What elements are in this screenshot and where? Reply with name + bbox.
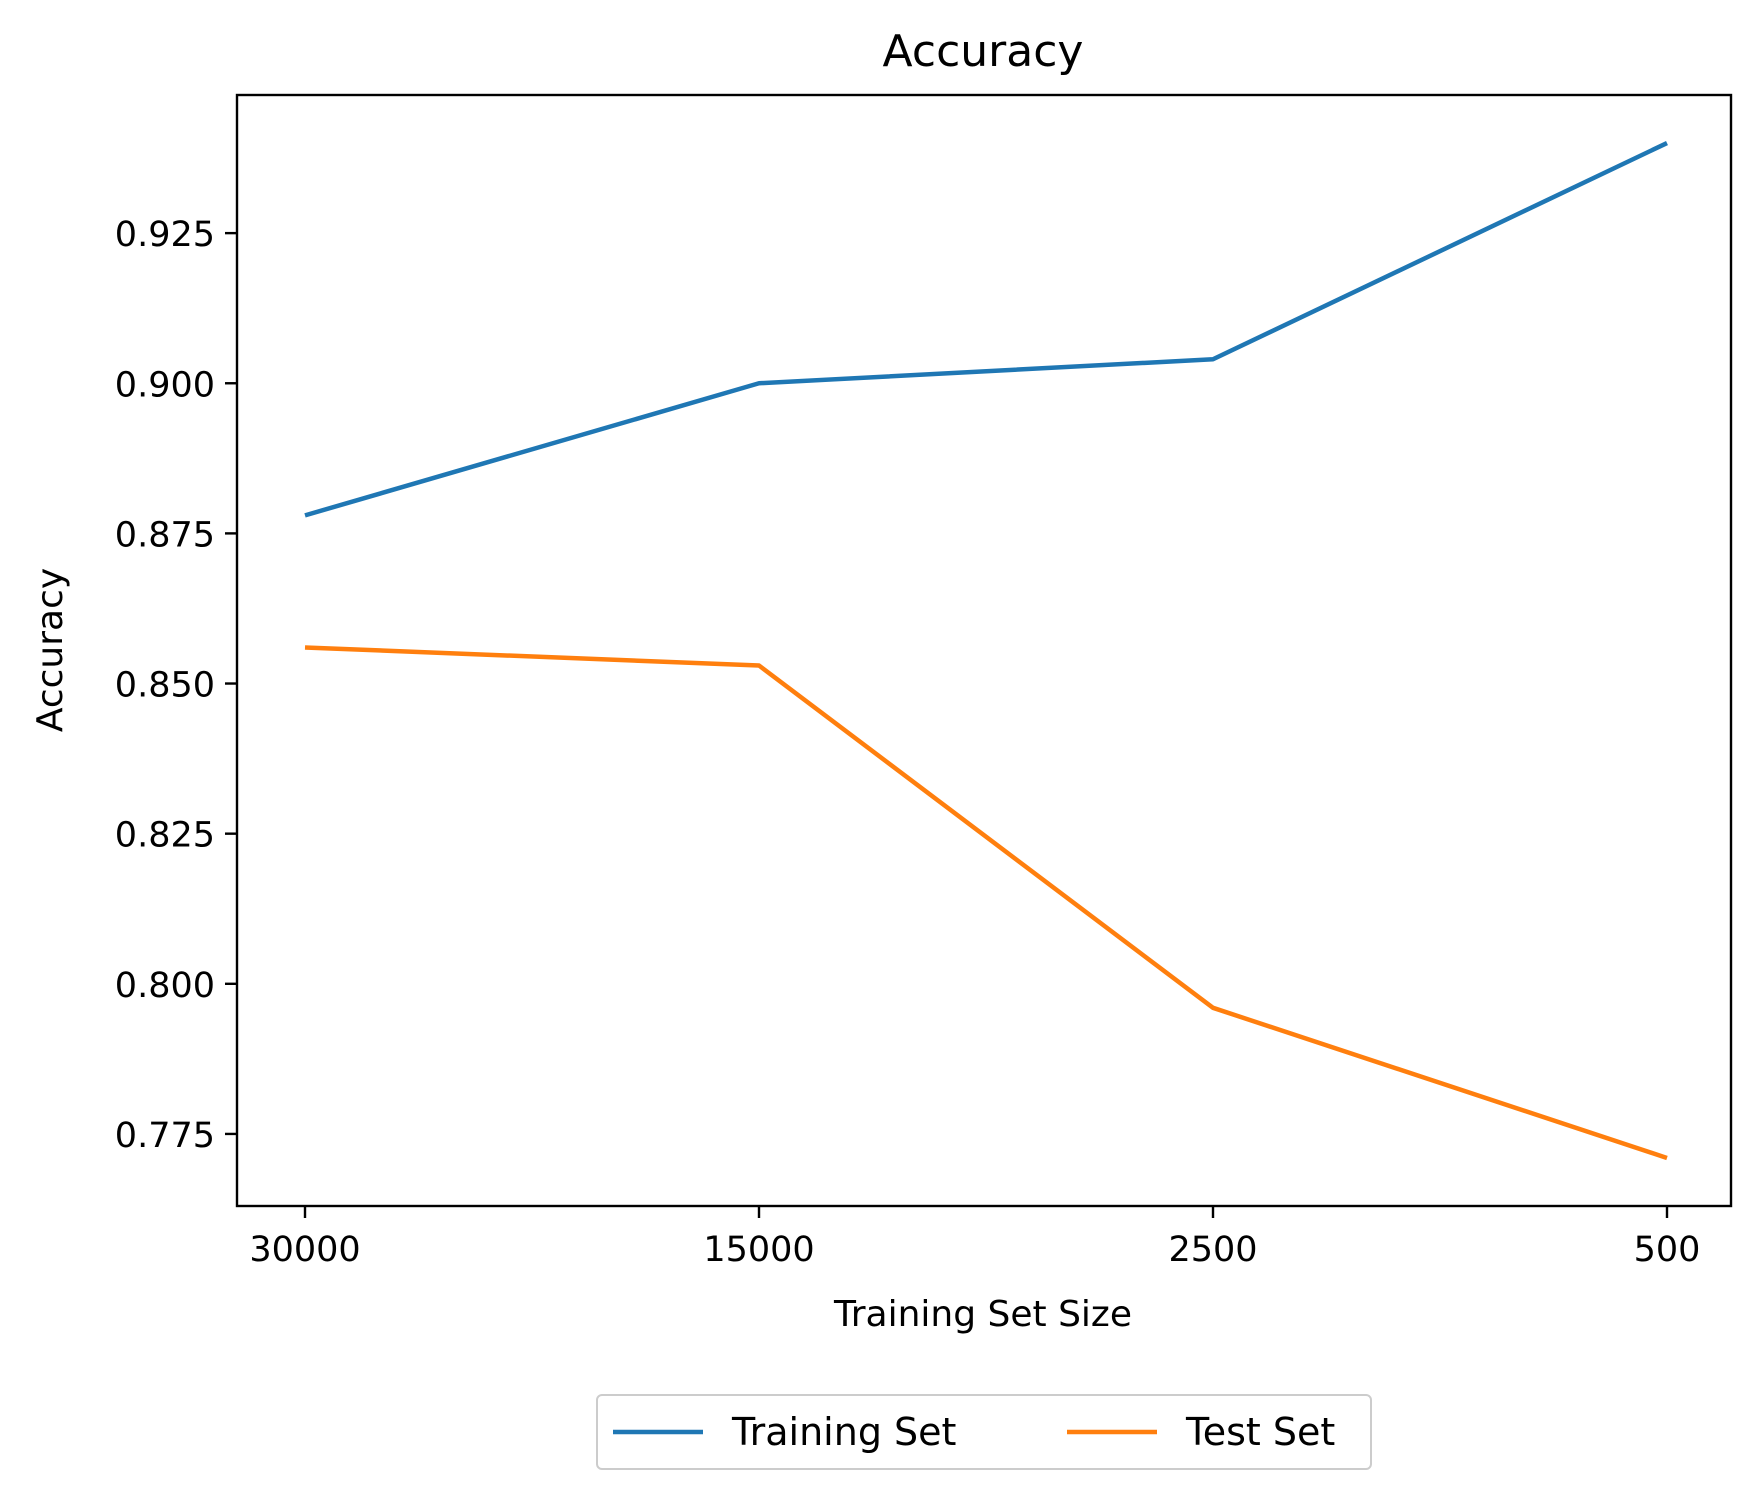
legend-label: Test Set	[1185, 1410, 1335, 1454]
y-axis: 0.775 0.800 0.825 0.850 0.875 0.900 0.925	[115, 215, 237, 1156]
y-tick-label: 0.825	[115, 816, 215, 856]
legend-box	[596, 1394, 1372, 1470]
y-tick-label: 0.800	[115, 966, 215, 1006]
x-tick-label: 30000	[249, 1230, 360, 1270]
y-tick-label: 0.900	[115, 365, 215, 405]
y-tick-label: 0.925	[115, 215, 215, 255]
x-axis-label: Training Set Size	[833, 1294, 1132, 1335]
x-tick-label: 15000	[703, 1230, 814, 1270]
chart-title: Accuracy	[883, 26, 1084, 77]
y-tick-label: 0.775	[115, 1116, 215, 1156]
legend: Training Set Test Set	[596, 1394, 1372, 1470]
y-tick-label: 0.850	[115, 666, 215, 706]
x-tick-label: 2500	[1168, 1230, 1257, 1270]
series-line-training-set	[304, 141, 1668, 518]
series-line-test-set	[304, 645, 1668, 1161]
series-lines	[304, 141, 1668, 1161]
x-tick-label: 500	[1634, 1230, 1701, 1270]
y-tick-label: 0.875	[115, 515, 215, 555]
y-axis-label: Accuracy	[30, 568, 71, 732]
plot-frame	[235, 93, 1733, 1208]
legend-label: Training Set	[731, 1410, 956, 1454]
x-axis: 30000 15000 2500 500	[249, 1206, 1700, 1270]
